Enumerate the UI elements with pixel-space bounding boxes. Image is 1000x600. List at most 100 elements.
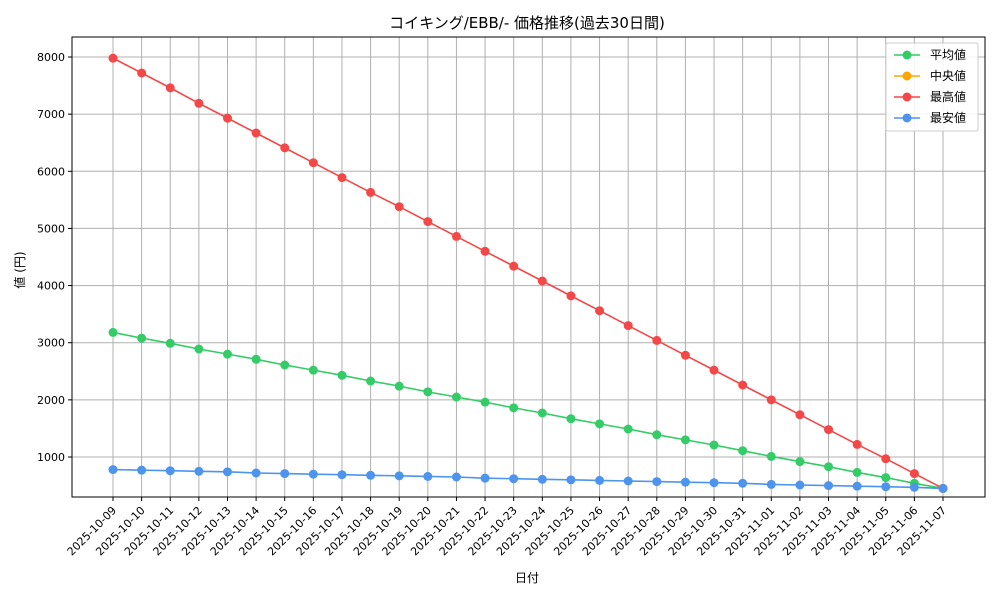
x-axis-label: 日付 [515,571,539,585]
data-point [451,231,461,241]
data-point [680,435,690,445]
y-tick-label: 1000 [37,451,65,464]
data-point [795,480,805,490]
data-point [480,473,490,483]
data-point [337,470,347,480]
y-tick-label: 6000 [37,165,65,178]
data-point [909,469,919,479]
data-point [595,306,605,316]
data-point [337,173,347,183]
data-point [652,477,662,487]
plot-frame [71,36,986,498]
data-point [881,454,891,464]
data-point [280,143,290,153]
series-group [108,53,948,493]
data-point [595,475,605,485]
data-point [881,482,891,492]
data-point [566,291,576,301]
data-point [137,465,147,475]
data-point [165,338,175,348]
data-point [537,408,547,418]
data-point [222,467,232,477]
grid [72,37,985,497]
data-point [308,365,318,375]
data-point [394,202,404,212]
data-point [938,483,948,493]
y-tick-label: 5000 [37,222,65,235]
data-point [423,387,433,397]
data-point [509,474,519,484]
data-point [852,439,862,449]
data-point [709,478,719,488]
data-point [909,482,919,492]
data-point [738,478,748,488]
data-point [423,471,433,481]
data-point [451,392,461,402]
data-point [623,476,633,486]
data-point [824,462,834,472]
y-tick-label: 4000 [37,280,65,293]
legend-marker [902,50,912,60]
y-tick-label: 3000 [37,337,65,350]
legend-marker [902,71,912,81]
data-point [680,477,690,487]
data-point [824,481,834,491]
data-point [652,335,662,345]
data-point [480,246,490,256]
legend-label: 最高値 [930,89,966,104]
data-point [108,327,118,337]
y-tick-label: 7000 [37,108,65,121]
series-line [112,331,944,490]
data-point [537,276,547,286]
data-point [766,395,776,405]
data-point [394,471,404,481]
data-point [423,217,433,227]
data-point [795,410,805,420]
data-point [251,354,261,364]
data-point [623,424,633,434]
data-point [366,470,376,480]
data-point [222,113,232,123]
legend-label: 最安値 [930,110,966,125]
data-point [337,370,347,380]
y-axis-ticks: 1000 2000 3000 4000 5000 6000 7000 8000 [37,51,72,464]
y-axis-label: 値 (円) [12,251,27,288]
legend-marker [902,113,912,123]
data-point [509,403,519,413]
data-point [881,473,891,483]
data-point [709,365,719,375]
data-point [566,475,576,485]
y-tick-label: 2000 [37,394,65,407]
series-line [112,468,944,490]
data-point [280,469,290,479]
data-point [366,187,376,197]
data-point [852,467,862,477]
data-point [308,158,318,168]
data-point [194,344,204,354]
data-point [451,472,461,482]
chart-title: コイキング/EBB/- 価格推移(過去30日間) [389,14,665,32]
data-point [194,466,204,476]
data-point [366,376,376,386]
x-axis-ticks: 2025-10-092025-10-102025-10-112025-10-12… [65,497,949,558]
data-point [509,261,519,271]
data-point [795,457,805,467]
data-point [566,414,576,424]
legend-label: 平均値 [930,47,966,62]
data-point [394,381,404,391]
data-point [852,481,862,491]
data-point [480,397,490,407]
data-point [108,53,118,63]
data-point [623,321,633,331]
data-point [680,350,690,360]
data-point [251,468,261,478]
legend-label: 中央値 [930,68,966,83]
legend-box [885,42,979,132]
legend-marker [902,92,912,102]
data-point [595,419,605,429]
data-point [280,360,290,370]
data-point [137,333,147,343]
data-point [108,465,118,475]
